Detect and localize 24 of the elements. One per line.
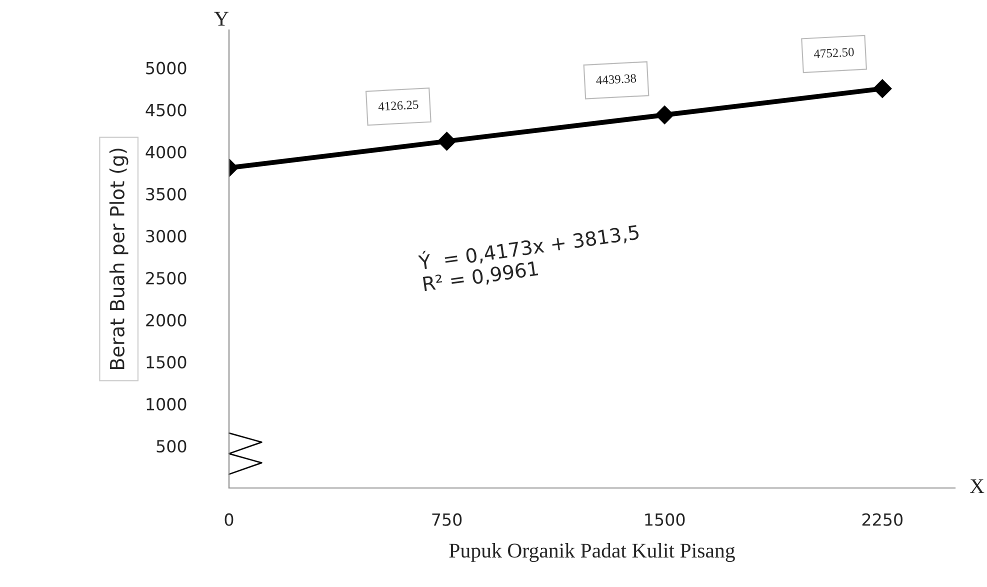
x-tick-label: 2250 xyxy=(862,513,902,526)
y-tick-label: 2500 xyxy=(146,272,186,284)
x-tick-label: 750 xyxy=(432,513,462,526)
point xyxy=(873,79,892,98)
x-axis-title: Pupuk Organik Padat Kulit Pisang xyxy=(449,543,735,562)
y-tick-label: 2000 xyxy=(146,314,186,326)
y-tick-label: 3000 xyxy=(146,230,186,242)
data-label: 4752.50 xyxy=(814,48,854,58)
y-tick-label: 500 xyxy=(156,440,186,453)
data-label: 4439.38 xyxy=(596,74,636,85)
y-tick-label: 4500 xyxy=(146,104,186,116)
y-axis-title: Berat Buah per Plot (g) xyxy=(109,148,128,370)
data-label: 4126.25 xyxy=(378,100,418,111)
y-tick-label: 3500 xyxy=(146,188,186,200)
annotation: Ý = 0,4173x + 3813,5 R² = 0,9961 xyxy=(417,221,640,294)
text: Y xyxy=(214,12,228,26)
y-tick-label: 1500 xyxy=(146,356,186,369)
y-tick-label: 1000 xyxy=(146,398,186,411)
x-tick-label: 0 xyxy=(224,513,234,526)
x-tick-label: 1500 xyxy=(645,513,685,526)
y-tick-label: 5000 xyxy=(146,62,186,74)
y-tick-label: 4000 xyxy=(146,146,186,158)
text: X xyxy=(970,479,984,494)
point xyxy=(655,106,674,124)
